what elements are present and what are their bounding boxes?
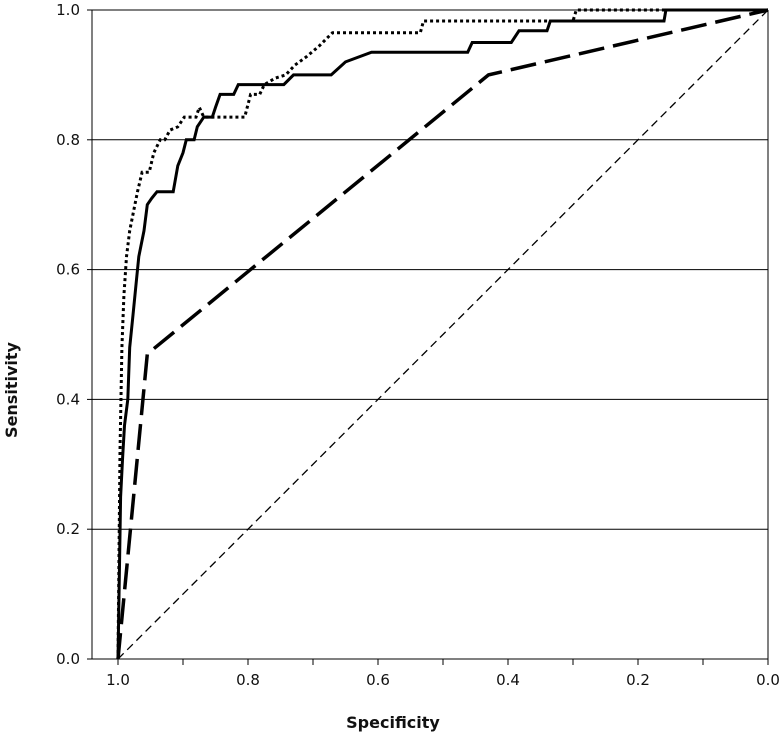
y-axis-title: Sensitivity: [2, 341, 21, 437]
x-tick-label: 0.2: [626, 671, 650, 689]
roc-series-solid: [116, 8, 768, 660]
x-tick-label: 1.0: [106, 671, 130, 689]
grid-lines: [92, 9, 768, 530]
x-tick-label: 0.4: [496, 671, 520, 689]
x-tick-label: 0.0: [756, 671, 780, 689]
x-axis-title: Specificity: [346, 713, 440, 732]
roc-series-dotted: [116, 8, 768, 660]
y-tick-label: 0.0: [56, 650, 80, 668]
tick-labels: 0.0 0.2 0.4 0.6 0.8 1.0 1.0 0.8 0.6 0.4 0.2 0.0: [56, 1, 780, 689]
roc-series-thin-dashed: [117, 9, 769, 660]
roc-curves: [116, 8, 769, 660]
y-tick-label: 1.0: [56, 1, 80, 19]
roc-series-dashed: [116, 8, 769, 660]
y-tick-label: 0.6: [56, 261, 80, 279]
y-tick-label: 0.4: [56, 390, 80, 408]
y-tick-label: 0.2: [56, 520, 80, 538]
axes: [87, 9, 769, 665]
x-tick-label: 0.8: [236, 671, 260, 689]
y-tick-label: 0.8: [56, 131, 80, 149]
x-tick-label: 0.6: [366, 671, 390, 689]
